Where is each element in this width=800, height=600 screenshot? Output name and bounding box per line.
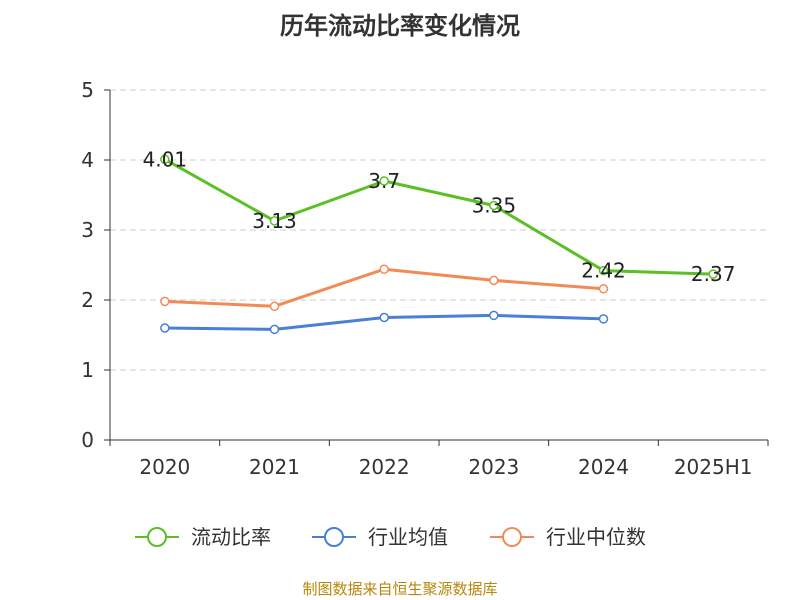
data-point <box>598 284 609 294</box>
y-tick-label: 0 <box>81 428 94 452</box>
data-point <box>269 216 280 226</box>
x-tick-label: 2025H1 <box>674 455 753 479</box>
legend-label: 行业均值 <box>368 525 448 549</box>
data-point <box>160 154 170 165</box>
data-point <box>269 301 280 312</box>
legend-label: 流动比率 <box>191 525 271 549</box>
legend-label: 行业中位数 <box>546 525 646 549</box>
data-point <box>598 265 609 276</box>
data-point <box>708 269 718 279</box>
y-tick-label: 3 <box>81 218 94 242</box>
chart-title: 历年流动比率变化情况 <box>280 12 520 40</box>
data-label: 2.42 <box>581 259 626 283</box>
legend-marker <box>502 527 522 547</box>
data-label: 3.13 <box>252 209 297 233</box>
y-tick-label: 5 <box>81 78 94 102</box>
legend-marker <box>147 527 167 547</box>
x-tick-label: 2022 <box>359 455 410 479</box>
data-point <box>379 176 389 186</box>
data-point <box>379 264 389 274</box>
source-note: 制图数据来自恒生聚源数据库 <box>302 580 498 598</box>
data-point <box>160 323 170 333</box>
data-label: 3.7 <box>368 169 400 193</box>
data-point <box>489 310 499 321</box>
x-tick-label: 2024 <box>578 455 629 479</box>
data-point <box>379 312 389 323</box>
data-label: 4.01 <box>143 147 188 171</box>
x-tick-label: 2023 <box>468 455 519 479</box>
x-tick-label: 2020 <box>139 455 190 479</box>
series-line <box>164 267 604 308</box>
data-label: 3.35 <box>472 194 517 218</box>
y-tick-label: 2 <box>81 288 94 312</box>
data-point <box>269 324 280 335</box>
x-tick-label: 2021 <box>249 455 300 479</box>
y-tick-label: 4 <box>81 148 94 172</box>
data-point <box>489 200 499 211</box>
data-point <box>598 314 609 324</box>
y-tick-label: 1 <box>81 358 94 382</box>
data-point <box>160 296 170 307</box>
data-point <box>489 275 499 286</box>
data-label: 2.37 <box>691 262 736 286</box>
series-line <box>164 157 714 276</box>
legend-marker <box>324 527 344 547</box>
